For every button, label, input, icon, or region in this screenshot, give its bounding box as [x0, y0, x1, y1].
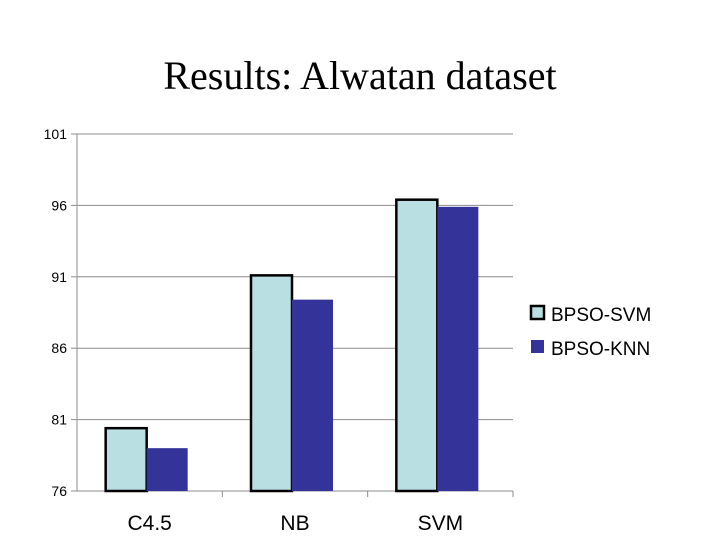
x-tick-label-1: NB: [280, 512, 309, 535]
legend-swatch-bpso-svm: [529, 304, 546, 321]
bar-bpso-svm-svm: [395, 198, 439, 493]
y-tick-label-1: 81: [51, 412, 67, 428]
bar-bpso-svm-nb: [249, 274, 294, 493]
y-tick-label-3: 91: [51, 269, 67, 285]
legend-label-bpso-svm: BPSO-SVM: [551, 305, 651, 326]
legend-swatch-bpso-knn: [531, 340, 544, 353]
y-tick-label-0: 76: [51, 483, 67, 499]
bar-bpso-knn-c45: [146, 448, 188, 491]
y-tick-label-5: 101: [44, 126, 68, 142]
y-tick-label-2: 86: [51, 340, 67, 356]
y-tick-label-4: 96: [51, 197, 67, 213]
bar-bpso-knn-svm: [437, 206, 479, 491]
bar-bpso-knn-nb: [292, 299, 333, 491]
chart-title: Results: Alwatan dataset: [163, 53, 557, 98]
x-tick-label-0: C4.5: [127, 512, 171, 535]
x-tick-label-2: SVM: [418, 512, 464, 535]
legend-label-bpso-knn: BPSO-KNN: [551, 339, 650, 360]
bar-bpso-svm-c45: [104, 426, 148, 493]
